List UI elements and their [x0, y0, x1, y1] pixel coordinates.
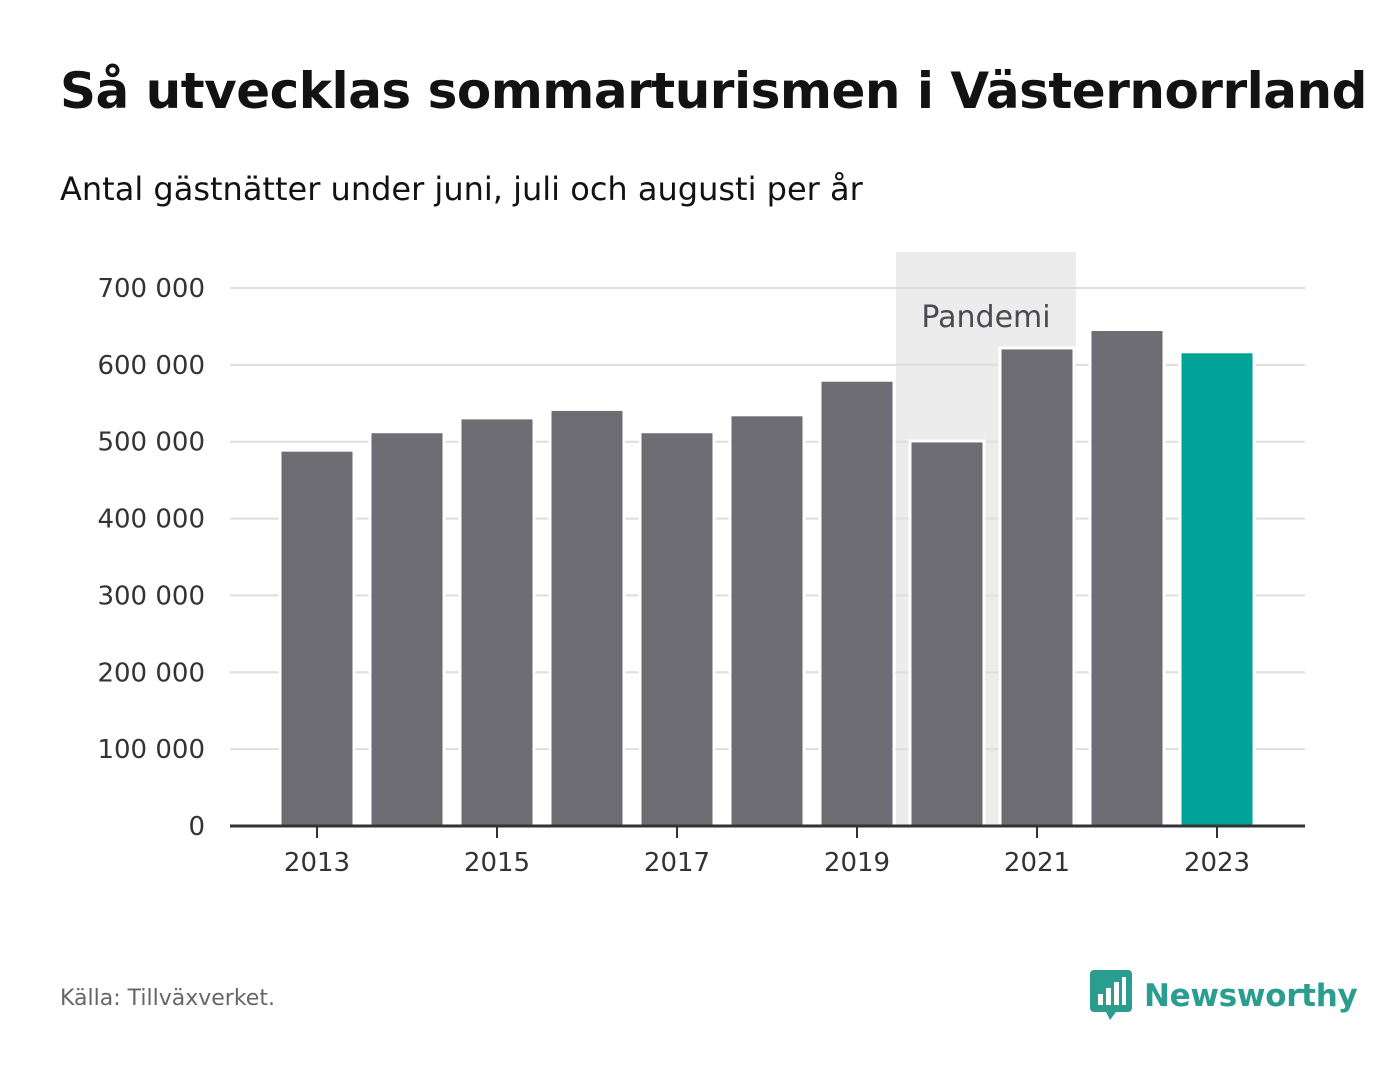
bar-2014: [368, 430, 446, 828]
bar-2015: [458, 416, 536, 828]
brand-name: Newsworthy: [1144, 978, 1358, 1014]
bar-2020: [908, 439, 986, 828]
pandemic-band-label: Pandemi: [921, 300, 1050, 335]
y-tick-label: 100 000: [97, 735, 205, 765]
bar-2013: [278, 448, 356, 828]
x-tick-label: 2015: [464, 848, 530, 878]
y-tick-label: 300 000: [97, 581, 205, 611]
x-tick-label: 2023: [1184, 848, 1250, 878]
bar-2018: [728, 413, 806, 828]
bar-2021: [998, 346, 1076, 828]
chart-subtitle: Antal gästnätter under juni, juli och au…: [60, 170, 863, 208]
x-tick-label: 2013: [284, 848, 350, 878]
bar-2022: [1088, 328, 1166, 828]
y-tick-label: 0: [188, 812, 205, 842]
y-tick-label: 500 000: [97, 428, 205, 458]
y-tick-label: 600 000: [97, 351, 205, 381]
source-note: Källa: Tillväxverket.: [60, 986, 275, 1011]
x-tick-label: 2021: [1004, 848, 1070, 878]
bar-2023: [1178, 350, 1256, 828]
x-tick-label: 2019: [824, 848, 890, 878]
chart-title: Så utvecklas sommarturismen i Västernorr…: [60, 62, 1367, 120]
bar-2019: [818, 378, 896, 828]
newsworthy-logo-icon: [1090, 970, 1132, 1020]
bar-2016: [548, 407, 626, 828]
brand-logo: Newsworthy: [1090, 970, 1358, 1022]
y-tick-label: 200 000: [97, 658, 205, 688]
x-tick-label: 2017: [644, 848, 710, 878]
y-tick-label: 400 000: [97, 505, 205, 535]
bar-2017: [638, 430, 716, 828]
y-tick-label: 700 000: [97, 274, 205, 304]
bar-chart: 0 100 000 200 000 300 000 400 000 500 000 600 …: [97, 252, 1305, 878]
